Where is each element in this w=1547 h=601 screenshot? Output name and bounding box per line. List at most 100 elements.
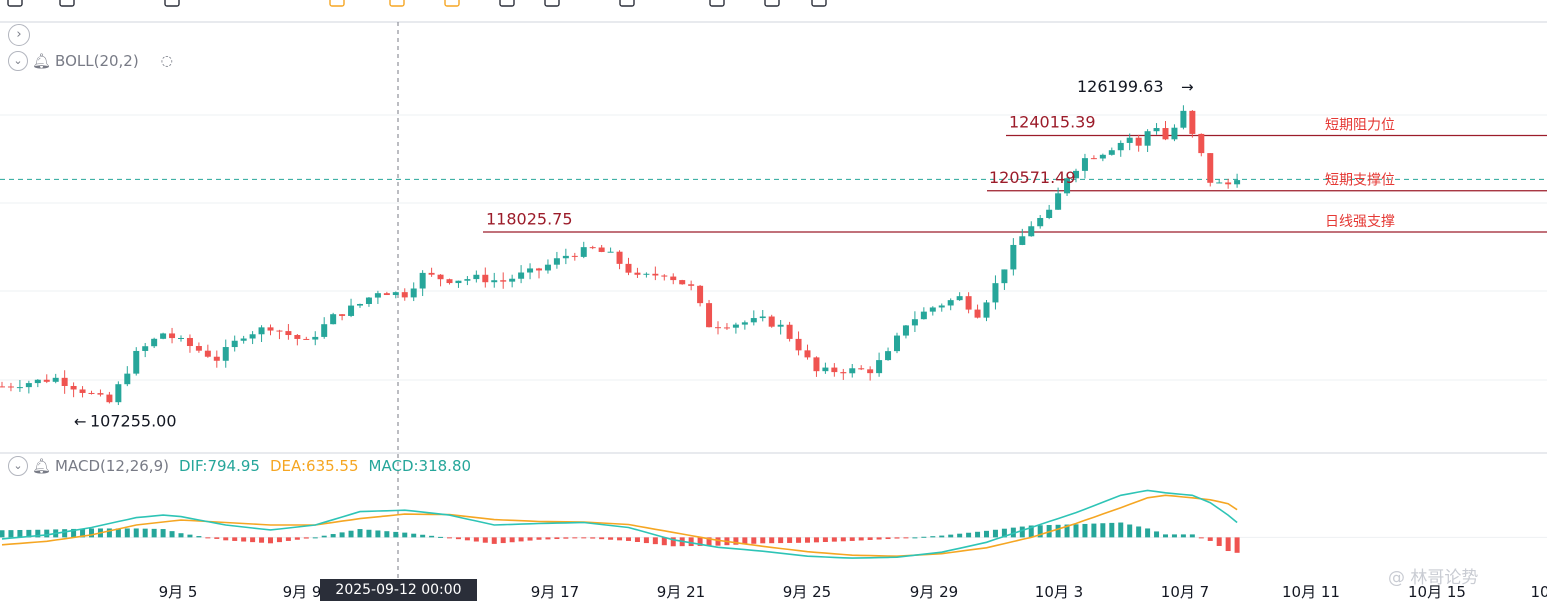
candle-body — [580, 247, 587, 257]
candle-body — [1189, 110, 1196, 134]
macd-histogram-bar — [608, 537, 614, 540]
candle-body — [151, 338, 158, 347]
macd-histogram-bar — [751, 537, 757, 544]
macd-histogram-bar — [375, 530, 381, 538]
macd-histogram-bar — [160, 529, 166, 538]
level-label: 短期阻力位 — [1325, 118, 1395, 134]
macd-histogram-bar — [634, 537, 640, 542]
macd-histogram-bar — [268, 537, 273, 544]
eye-hidden-icon[interactable]: ◌ — [160, 53, 173, 69]
macd-histogram-bar — [1136, 526, 1142, 538]
macd-histogram-bar — [626, 537, 631, 541]
candle-body — [527, 268, 534, 273]
macd-histogram-bar — [1118, 522, 1124, 538]
macd-histogram-bar — [178, 533, 184, 538]
candle-body — [464, 279, 471, 281]
candle-body — [956, 296, 963, 301]
bell-icon[interactable]: 🔔︎ — [32, 457, 52, 475]
macd-histogram-bar — [438, 536, 444, 538]
price-label: 120571.49 — [989, 168, 1076, 187]
macd-title[interactable]: MACD(12,26,9) — [55, 457, 169, 475]
level-label: 日线强支撑 — [1325, 214, 1395, 230]
macd-histogram-bar — [1037, 525, 1043, 538]
macd-histogram-bar — [787, 537, 793, 543]
macd-histogram-bar — [984, 530, 989, 538]
candle-body — [822, 367, 829, 372]
macd-legend: ⌄ 🔔︎ MACD(12,26,9) DIF:794.95 DEA:635.55… — [8, 455, 471, 477]
macd-histogram-bar — [1189, 534, 1195, 538]
candle-body — [437, 274, 444, 280]
expand-legend-button[interactable]: › — [8, 24, 30, 46]
price-label: 107255.00 — [90, 412, 177, 431]
macd-histogram-bar — [581, 537, 587, 539]
candle-body — [195, 346, 202, 351]
candle-body — [401, 292, 408, 298]
candle-body — [607, 251, 614, 253]
top-toolbar — [7, 0, 827, 7]
candle-body — [777, 324, 784, 327]
candle-body — [1225, 182, 1232, 185]
collapse-icon[interactable]: ⌄ — [8, 51, 28, 71]
candle-body — [697, 285, 704, 304]
macd-histogram-bar — [71, 528, 77, 538]
macd-histogram-bar — [17, 530, 23, 538]
macd-histogram-bar — [957, 533, 963, 538]
macd-histogram-bar — [142, 528, 148, 538]
candle-body — [70, 385, 77, 390]
candle-body — [625, 263, 632, 273]
candle-body — [616, 251, 623, 264]
candles — [0, 105, 1241, 406]
candle-body — [16, 387, 23, 389]
candle-body — [482, 274, 489, 283]
macd-histogram-bar — [491, 537, 497, 544]
candle-body — [867, 369, 874, 374]
candle-body — [500, 280, 507, 282]
macd-histogram-bar — [849, 537, 855, 541]
collapse-icon[interactable]: ⌄ — [8, 456, 28, 476]
macd-histogram-bar — [330, 534, 336, 538]
macd-histogram-bar — [8, 530, 14, 538]
x-tick-label: 9月 21 — [657, 583, 705, 601]
x-tick-label: 10月 3 — [1035, 583, 1083, 601]
macd-histogram-bar — [366, 529, 372, 538]
macd-histogram-bar — [44, 529, 50, 538]
candle-body — [88, 392, 95, 394]
macd-histogram-bar — [992, 529, 998, 538]
candle-body — [911, 319, 918, 326]
candle-body — [142, 346, 149, 351]
candle-body — [1037, 217, 1044, 227]
macd-histogram-bar — [205, 537, 211, 539]
redo-icon — [499, 0, 515, 7]
macd-histogram-bar — [831, 537, 837, 542]
candle-body — [876, 360, 883, 374]
macd-histogram-bar — [697, 537, 703, 546]
macd-histogram-bar — [545, 537, 551, 540]
candle-body — [1144, 131, 1151, 146]
candle-body — [661, 275, 668, 277]
candle-body — [1019, 236, 1026, 245]
x-tick-label: 10 — [1530, 583, 1547, 601]
macd-histogram-bar — [447, 537, 452, 539]
candle-body — [1234, 180, 1241, 185]
macd-histogram-bar — [1198, 537, 1204, 539]
macd-histogram-bar — [509, 537, 515, 543]
candle-body — [374, 293, 381, 298]
boll-title[interactable]: BOLL(20,2) — [55, 52, 139, 70]
bell-icon[interactable]: 🔔︎ — [32, 52, 52, 70]
candle-body — [840, 372, 847, 374]
candle-body — [786, 324, 793, 339]
candle-body — [974, 309, 981, 318]
macd-histogram-bar — [760, 537, 766, 544]
candle-body — [267, 327, 274, 331]
macd-histogram-bar — [1055, 524, 1061, 538]
candle-body — [1028, 226, 1035, 237]
macd-histogram-bar — [742, 537, 748, 545]
candle-body — [392, 292, 399, 296]
undo-icon — [444, 0, 460, 7]
candle-body — [553, 258, 560, 265]
macd-histogram-bar — [930, 536, 936, 538]
candle-body — [1207, 153, 1214, 183]
macd-histogram-bar — [464, 537, 470, 541]
macd-histogram-bar — [778, 537, 784, 544]
macd-histogram-bar — [1225, 537, 1231, 552]
